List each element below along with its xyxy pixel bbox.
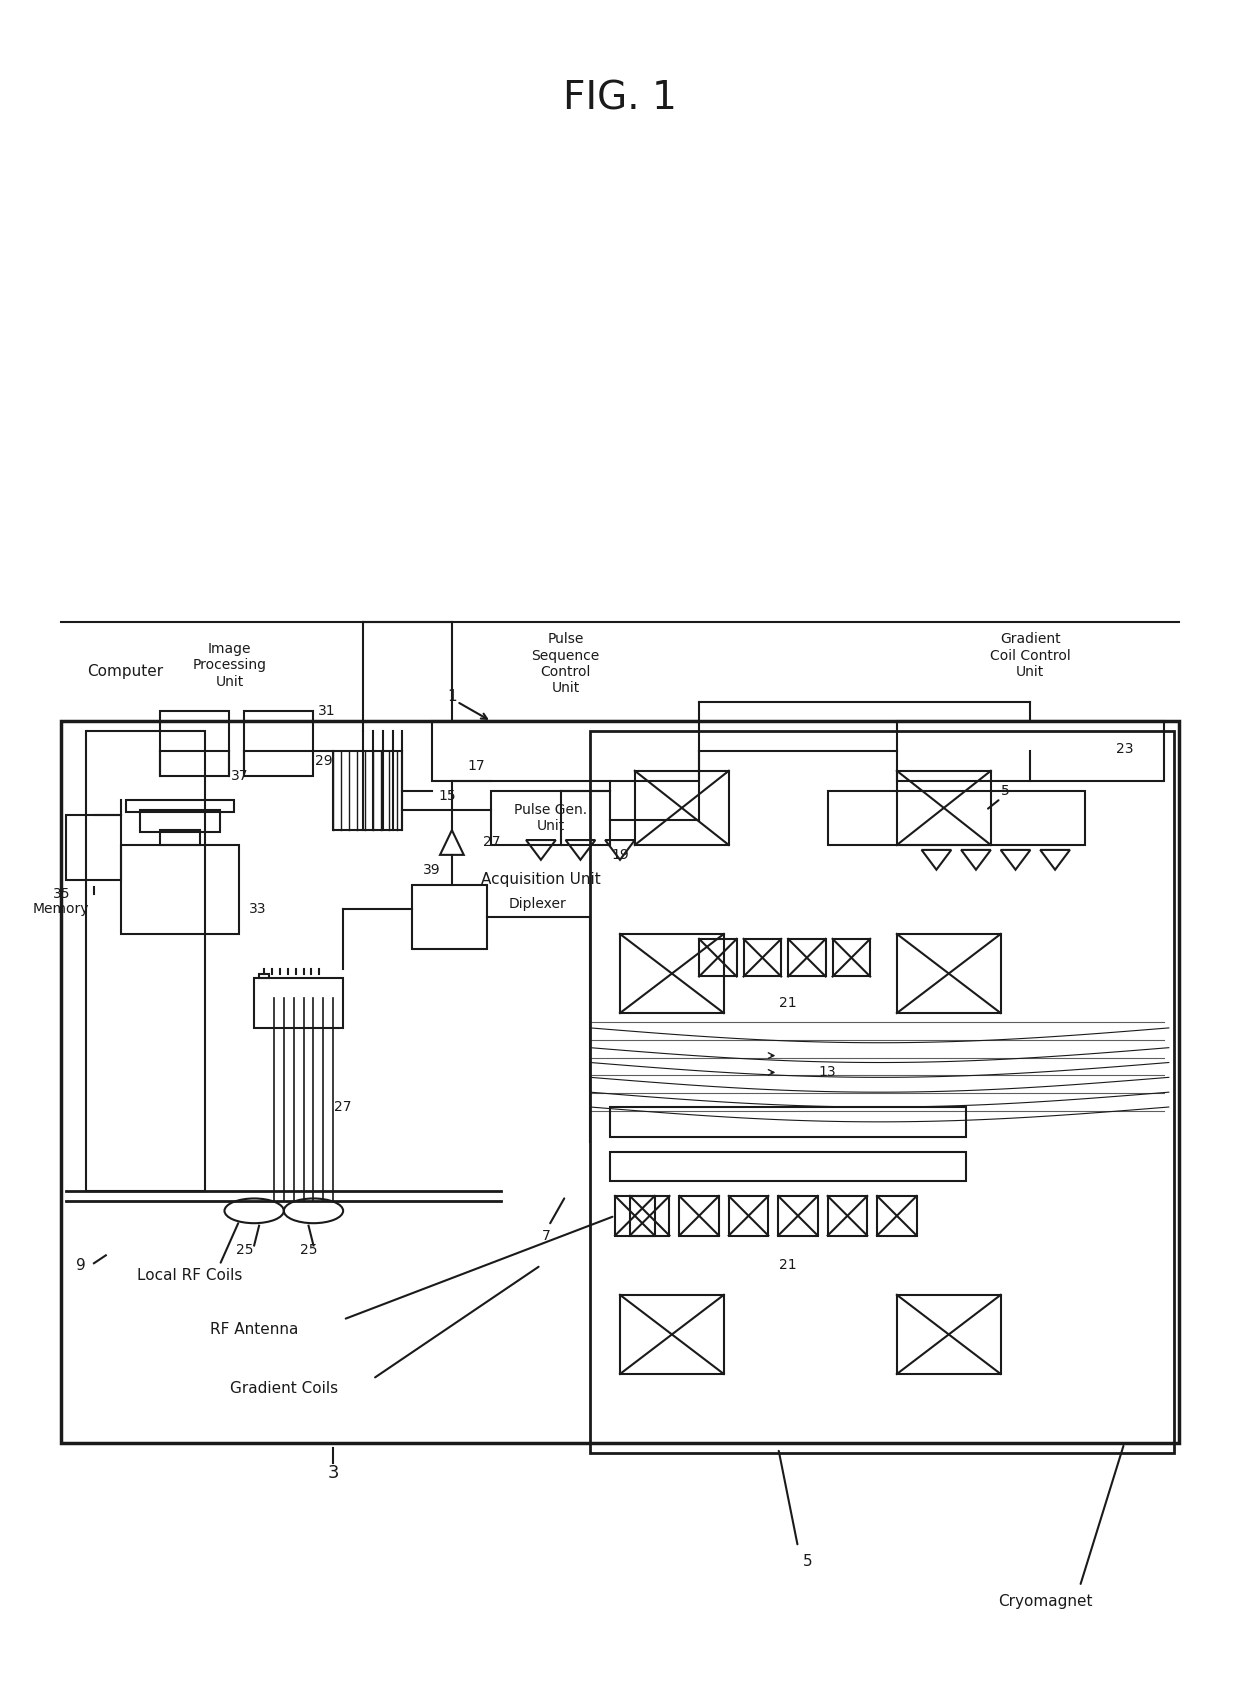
Text: 3: 3	[327, 1463, 339, 1482]
Bar	[86, 732, 205, 1190]
Text: 25: 25	[236, 1243, 253, 1258]
Bar	[610, 1152, 966, 1182]
Bar	[413, 885, 486, 949]
Text: 7: 7	[542, 1229, 551, 1243]
Text: Local RF Coils: Local RF Coils	[138, 1268, 243, 1283]
Bar	[832, 939, 870, 976]
Bar	[244, 711, 314, 776]
Bar	[789, 939, 826, 976]
Bar	[66, 816, 120, 880]
Text: Image
Processing
Unit: Image Processing Unit	[192, 642, 267, 688]
Bar	[827, 791, 1085, 845]
Bar	[254, 978, 343, 1028]
Bar	[897, 934, 1001, 1013]
Bar	[897, 771, 991, 845]
Text: 19: 19	[611, 848, 629, 862]
Bar	[635, 771, 729, 845]
Bar	[897, 1295, 1001, 1374]
Bar	[120, 845, 239, 934]
Bar	[590, 732, 1174, 1453]
Text: 35: 35	[52, 887, 71, 902]
Text: Acquisition Unit: Acquisition Unit	[481, 872, 600, 887]
Text: 5: 5	[1001, 784, 1011, 797]
Text: 39: 39	[423, 863, 441, 877]
Text: Gradient Coils: Gradient Coils	[229, 1381, 337, 1396]
Bar	[630, 1195, 670, 1236]
Text: Cryomagnet: Cryomagnet	[998, 1593, 1092, 1608]
Text: 23: 23	[1116, 742, 1133, 755]
Text: 25: 25	[300, 1243, 317, 1258]
Bar	[779, 1195, 817, 1236]
Bar	[160, 711, 229, 776]
Bar	[615, 1195, 655, 1236]
Text: 1: 1	[448, 690, 456, 705]
Bar	[744, 939, 781, 976]
Text: FIG. 1: FIG. 1	[563, 79, 677, 118]
Bar	[61, 722, 1179, 1443]
Text: 29: 29	[315, 754, 332, 767]
Text: Computer: Computer	[88, 664, 164, 679]
Text: RF Antenna: RF Antenna	[210, 1322, 299, 1337]
Text: Pulse
Sequence
Control
Unit: Pulse Sequence Control Unit	[532, 632, 600, 695]
Text: 15: 15	[438, 789, 456, 803]
Text: 27: 27	[335, 1099, 352, 1114]
Text: 9: 9	[76, 1258, 86, 1273]
Text: Pulse Gen.
Unit: Pulse Gen. Unit	[515, 803, 588, 833]
Bar	[680, 1195, 719, 1236]
Text: 5: 5	[804, 1554, 812, 1570]
Bar	[160, 830, 200, 845]
Text: 17: 17	[467, 759, 485, 772]
Bar	[699, 939, 737, 976]
Bar	[827, 1195, 867, 1236]
Bar	[259, 973, 269, 978]
Bar	[729, 1195, 769, 1236]
Text: 37: 37	[231, 769, 248, 782]
Text: 21: 21	[779, 996, 797, 1010]
Text: Memory: Memory	[33, 902, 89, 915]
Bar	[432, 722, 699, 781]
Bar	[491, 791, 610, 845]
Bar	[140, 811, 219, 833]
Bar	[334, 750, 403, 830]
Bar	[897, 722, 1164, 781]
Text: 31: 31	[319, 705, 336, 718]
Text: Diplexer: Diplexer	[508, 897, 567, 912]
Bar	[125, 801, 234, 813]
Text: 21: 21	[779, 1258, 797, 1273]
Bar	[610, 1108, 966, 1136]
Bar	[620, 1295, 724, 1374]
Text: 27: 27	[482, 835, 500, 850]
Text: 33: 33	[249, 902, 267, 915]
Text: 13: 13	[818, 1066, 837, 1079]
Text: Gradient
Coil Control
Unit: Gradient Coil Control Unit	[990, 632, 1070, 679]
Bar	[877, 1195, 916, 1236]
Bar	[620, 934, 724, 1013]
